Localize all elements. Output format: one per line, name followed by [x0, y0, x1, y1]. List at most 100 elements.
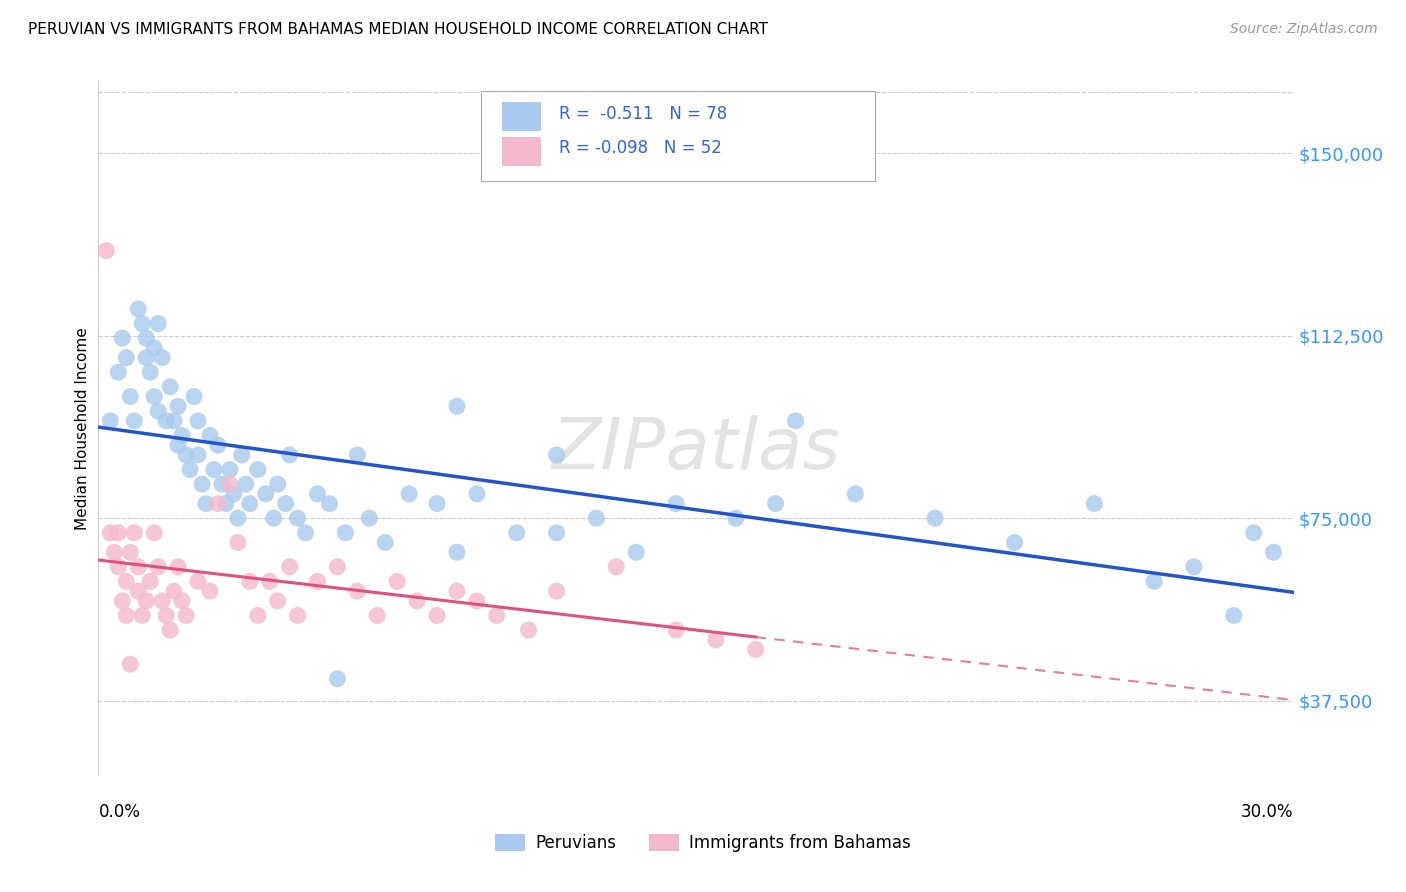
Point [924, 511, 946, 525]
Point [124, 525, 146, 540]
Point [546, 448, 568, 462]
Point [159, 623, 181, 637]
Point [187, 574, 209, 589]
Point [115, 574, 138, 589]
Point [294, 525, 316, 540]
Point [163, 584, 186, 599]
Point [605, 559, 627, 574]
Point [226, 511, 249, 525]
Point [844, 487, 866, 501]
Point [704, 632, 727, 647]
Point [155, 608, 177, 623]
Point [254, 487, 277, 501]
Point [765, 497, 787, 511]
Point [267, 477, 290, 491]
Point [191, 477, 214, 491]
Point [159, 380, 181, 394]
Point [307, 574, 329, 589]
Point [163, 414, 186, 428]
Point [398, 487, 420, 501]
Point [211, 477, 233, 491]
Point [346, 584, 368, 599]
Point [374, 535, 396, 549]
Point [135, 351, 157, 365]
Point [385, 574, 409, 589]
Point [135, 594, 157, 608]
Point [174, 448, 197, 462]
Text: ZIPatlas: ZIPatlas [551, 415, 841, 483]
Point [406, 594, 429, 608]
Point [1182, 559, 1205, 574]
Point [278, 559, 301, 574]
Point [183, 390, 205, 404]
Point [335, 525, 357, 540]
Point [107, 525, 129, 540]
Legend: Peruvians, Immigrants from Bahamas: Peruvians, Immigrants from Bahamas [488, 827, 918, 859]
Point [517, 623, 540, 637]
Point [202, 462, 225, 476]
Point [148, 559, 170, 574]
Point [465, 594, 488, 608]
FancyBboxPatch shape [481, 91, 875, 181]
Point [107, 365, 129, 379]
Point [222, 487, 245, 501]
Point [785, 414, 807, 428]
Point [239, 497, 262, 511]
Point [546, 584, 568, 599]
Point [139, 365, 162, 379]
Point [246, 462, 269, 476]
Point [259, 574, 281, 589]
Point [103, 545, 125, 559]
Point [724, 511, 747, 525]
Point [127, 584, 149, 599]
Point [115, 608, 138, 623]
Point [127, 301, 149, 316]
Point [278, 448, 301, 462]
Point [1143, 574, 1166, 589]
Point [485, 608, 508, 623]
Point [1004, 535, 1026, 549]
Point [219, 462, 242, 476]
Point [150, 594, 173, 608]
Text: R =  -0.511   N = 78: R = -0.511 N = 78 [558, 104, 727, 122]
Point [195, 497, 218, 511]
Point [155, 414, 177, 428]
Point [287, 511, 309, 525]
Point [318, 497, 340, 511]
Point [426, 608, 449, 623]
Point [107, 559, 129, 574]
Point [150, 351, 173, 365]
Point [179, 462, 201, 476]
Point [263, 511, 285, 525]
Point [139, 574, 162, 589]
Point [96, 244, 118, 258]
Point [239, 574, 262, 589]
Text: PERUVIAN VS IMMIGRANTS FROM BAHAMAS MEDIAN HOUSEHOLD INCOME CORRELATION CHART: PERUVIAN VS IMMIGRANTS FROM BAHAMAS MEDI… [28, 22, 768, 37]
Point [111, 331, 134, 345]
Point [231, 448, 253, 462]
Point [131, 317, 153, 331]
Point [143, 390, 166, 404]
Point [246, 608, 269, 623]
Point [148, 317, 170, 331]
Point [346, 448, 368, 462]
Point [120, 545, 142, 559]
Point [585, 511, 607, 525]
Point [274, 497, 297, 511]
Y-axis label: Median Household Income: Median Household Income [75, 326, 90, 530]
Point [124, 414, 146, 428]
Point [1083, 497, 1105, 511]
Point [198, 428, 221, 442]
Text: R = -0.098   N = 52: R = -0.098 N = 52 [558, 139, 721, 157]
Point [207, 438, 229, 452]
Bar [502, 102, 540, 131]
Point [174, 608, 197, 623]
Point [446, 545, 468, 559]
Point [148, 404, 170, 418]
Point [465, 487, 488, 501]
Text: 30.0%: 30.0% [1241, 803, 1294, 821]
Point [207, 497, 229, 511]
Point [506, 525, 529, 540]
Point [226, 535, 249, 549]
Point [326, 559, 349, 574]
